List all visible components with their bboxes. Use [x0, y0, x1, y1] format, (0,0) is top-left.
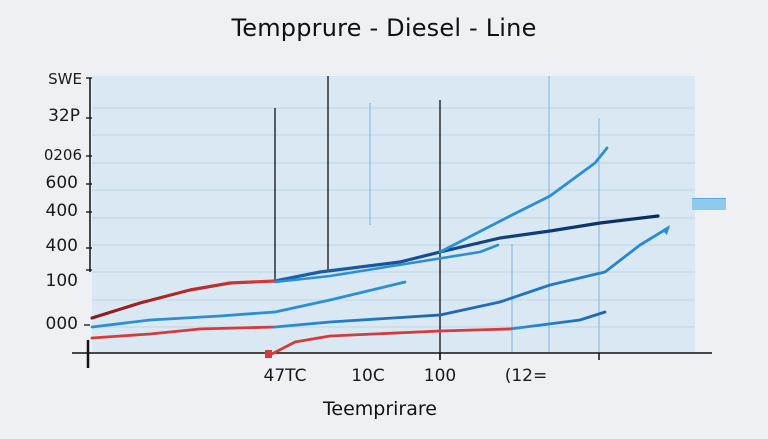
- x-axis-label: Teemprirare: [323, 398, 437, 420]
- y-tick-label: SWE: [48, 70, 82, 88]
- x-tick-label: 47TC: [263, 366, 307, 386]
- series-line-blue-branch: [273, 243, 500, 284]
- y-tick-marks: [84, 77, 92, 326]
- y-tick-label: 400: [45, 236, 78, 256]
- x-tick-label: 100: [423, 366, 457, 386]
- series-line-blue-middle: [90, 280, 407, 329]
- y-tick-label: 000: [45, 314, 78, 334]
- y-tick-label: 100: [45, 271, 78, 291]
- y-tick-label: 400: [45, 201, 78, 221]
- series-line-red-bottom: [266, 310, 607, 358]
- arrowhead-icon: [662, 225, 670, 235]
- x-tick-label: 10C: [351, 366, 385, 386]
- legend-swatch: [692, 198, 726, 210]
- y-tick-label: 32P: [48, 106, 80, 126]
- axes: [72, 78, 712, 368]
- series-line-light-blue-upper: [438, 146, 609, 254]
- y-tick-label: 600: [45, 173, 78, 193]
- x-tick-label: (12=: [504, 366, 548, 386]
- plot-area: [92, 76, 695, 352]
- chart-title: Tempprure - Diesel - Line: [231, 14, 537, 42]
- series-line-dark-red-navy: [90, 214, 660, 320]
- series-line-red-to-blue-lower: [90, 226, 670, 340]
- y-tick-label: 0206: [43, 146, 82, 164]
- gridlines: [92, 107, 695, 328]
- red-marker: [265, 350, 272, 358]
